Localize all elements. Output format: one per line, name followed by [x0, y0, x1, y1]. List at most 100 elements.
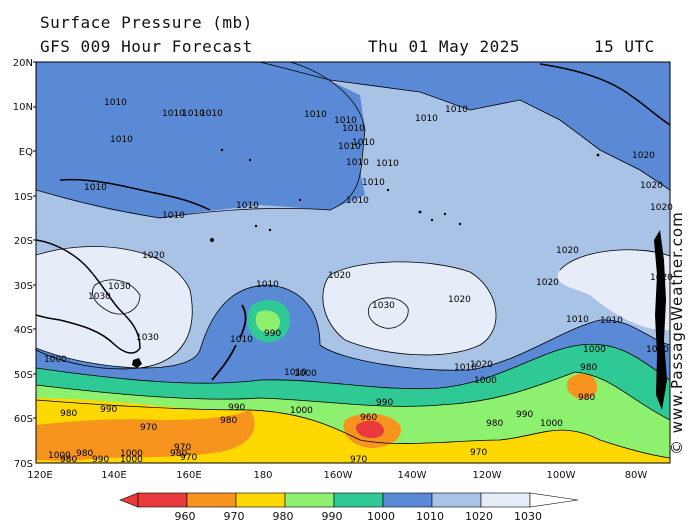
lon-label: 160W	[324, 470, 353, 481]
latitude-ticks	[33, 61, 36, 419]
legend-swatch	[235, 492, 286, 508]
map-frame	[35, 61, 671, 464]
isobar-label: 1010	[104, 98, 127, 108]
legend-swatch	[284, 492, 335, 508]
lon-label: 120E	[27, 470, 52, 481]
isobar-label: 1010	[445, 105, 468, 115]
band-1000-north	[36, 62, 300, 70]
isobar-label: 990	[516, 410, 533, 420]
isobar-label: 980	[486, 419, 503, 429]
isobar-label: 1010	[415, 114, 438, 124]
pressure-field	[36, 62, 670, 463]
forecast-date: Thu 01 May 2025	[368, 37, 520, 56]
forecast-time: 15 UTC	[594, 37, 655, 56]
isobar-label: 1010	[352, 138, 375, 148]
isobar-label: 1000	[120, 455, 143, 465]
isobar-label: 970	[180, 453, 197, 463]
legend-level-label: 980	[273, 510, 294, 523]
lat-label: 60S	[14, 414, 33, 425]
legend-arrow-low	[119, 492, 139, 508]
legend-swatch	[382, 492, 433, 508]
isobar-label: 990	[92, 455, 109, 465]
legend-level-label: 1000	[367, 510, 395, 523]
lat-label: 30S	[14, 281, 33, 292]
band-970-west	[36, 410, 255, 461]
isobar-label: 1010	[346, 196, 369, 206]
isobar-label: 990	[376, 398, 393, 408]
lat-label: 10N	[13, 102, 33, 113]
isobar-label: 1010	[236, 201, 259, 211]
isobar-label: 1010	[304, 110, 327, 120]
lat-label: 70S	[14, 459, 33, 470]
isobar-label: 1010	[338, 142, 361, 152]
lon-label: 140E	[101, 470, 126, 481]
isobar-label: 1010	[284, 368, 307, 378]
isobar-label: 1010	[182, 109, 205, 119]
isobar-label: 1010	[346, 158, 369, 168]
isobar-label: 1010	[256, 280, 279, 290]
isobar-label: 1030	[108, 282, 131, 292]
new-zealand-land	[211, 304, 247, 381]
isobar-label: 980	[60, 455, 77, 465]
isobar-label: 970	[350, 455, 367, 465]
isobar-label: 980	[580, 363, 597, 373]
isobar-label: 980	[578, 393, 595, 403]
legend-level-label: 990	[322, 510, 343, 523]
lat-label: 20S	[14, 236, 33, 247]
legend-level-label: 1030	[514, 510, 542, 523]
isobar-label: 1030	[136, 333, 159, 343]
map-title: Surface Pressure (mb)	[40, 13, 253, 32]
isobar-label: 990	[100, 405, 117, 415]
lat-label: 10S	[14, 192, 33, 203]
band-970-east	[566, 373, 598, 400]
north-america-land	[539, 63, 670, 126]
lat-label: EQ	[19, 147, 33, 158]
legend-swatch	[480, 492, 531, 508]
isobar-lines	[36, 62, 670, 459]
isobar-label: 1000	[583, 345, 606, 355]
isobar-label: 1010	[376, 159, 399, 169]
isobar-label: 1010	[566, 315, 589, 325]
lon-label: 100W	[547, 470, 576, 481]
legend-swatch	[431, 492, 482, 508]
isobar-label: 990	[264, 329, 281, 339]
isobar-label: 1000	[290, 406, 313, 416]
longitude-axis: 120E 140E 160E 180 160W 140W 120W 100W 8…	[27, 470, 647, 481]
isobar-label: 1020	[556, 246, 579, 256]
legend-level-label: 970	[224, 510, 245, 523]
isobar-label: 1020	[632, 151, 655, 161]
legend-arrow-high	[529, 492, 579, 508]
lon-label: 80W	[625, 470, 648, 481]
isobar-label: 970	[174, 443, 191, 453]
forecast-subtitle: GFS 009 Hour Forecast	[40, 37, 253, 56]
lon-label: 140W	[398, 470, 427, 481]
isobar-label: 960	[360, 413, 377, 423]
high-1030-center	[322, 261, 497, 355]
isobar-label: 980	[76, 449, 93, 459]
isobar-label: 990	[228, 403, 245, 413]
new-guinea-land	[59, 178, 211, 211]
isobar-label: 1010	[230, 335, 253, 345]
isobar-label: 1010	[600, 316, 623, 326]
isobar-label: 1010	[162, 109, 185, 119]
latitude-axis: 20N 10N EQ 10S 20S 30S 40S 50S 60S 70S	[13, 58, 33, 470]
australia-land	[36, 239, 141, 354]
lon-label: 160E	[176, 470, 201, 481]
lon-label: 180	[253, 470, 272, 481]
legend-swatch	[333, 492, 384, 508]
isobar-label: 1010	[84, 183, 107, 193]
site-credit: © www.PassageWeather.com	[668, 211, 686, 455]
legend-level-label: 1010	[416, 510, 444, 523]
high-1030-west	[36, 246, 193, 369]
low-ring-nz	[255, 310, 280, 333]
isobar-label: 1020	[448, 295, 471, 305]
isobar-label: 980	[170, 449, 187, 459]
lat-label: 40S	[14, 325, 33, 336]
lat-label: 50S	[14, 370, 33, 381]
isobar-label: 1010	[342, 124, 365, 134]
high-1020-east	[557, 249, 670, 331]
south-america-land	[654, 230, 667, 410]
lat-label: 20N	[13, 58, 33, 69]
